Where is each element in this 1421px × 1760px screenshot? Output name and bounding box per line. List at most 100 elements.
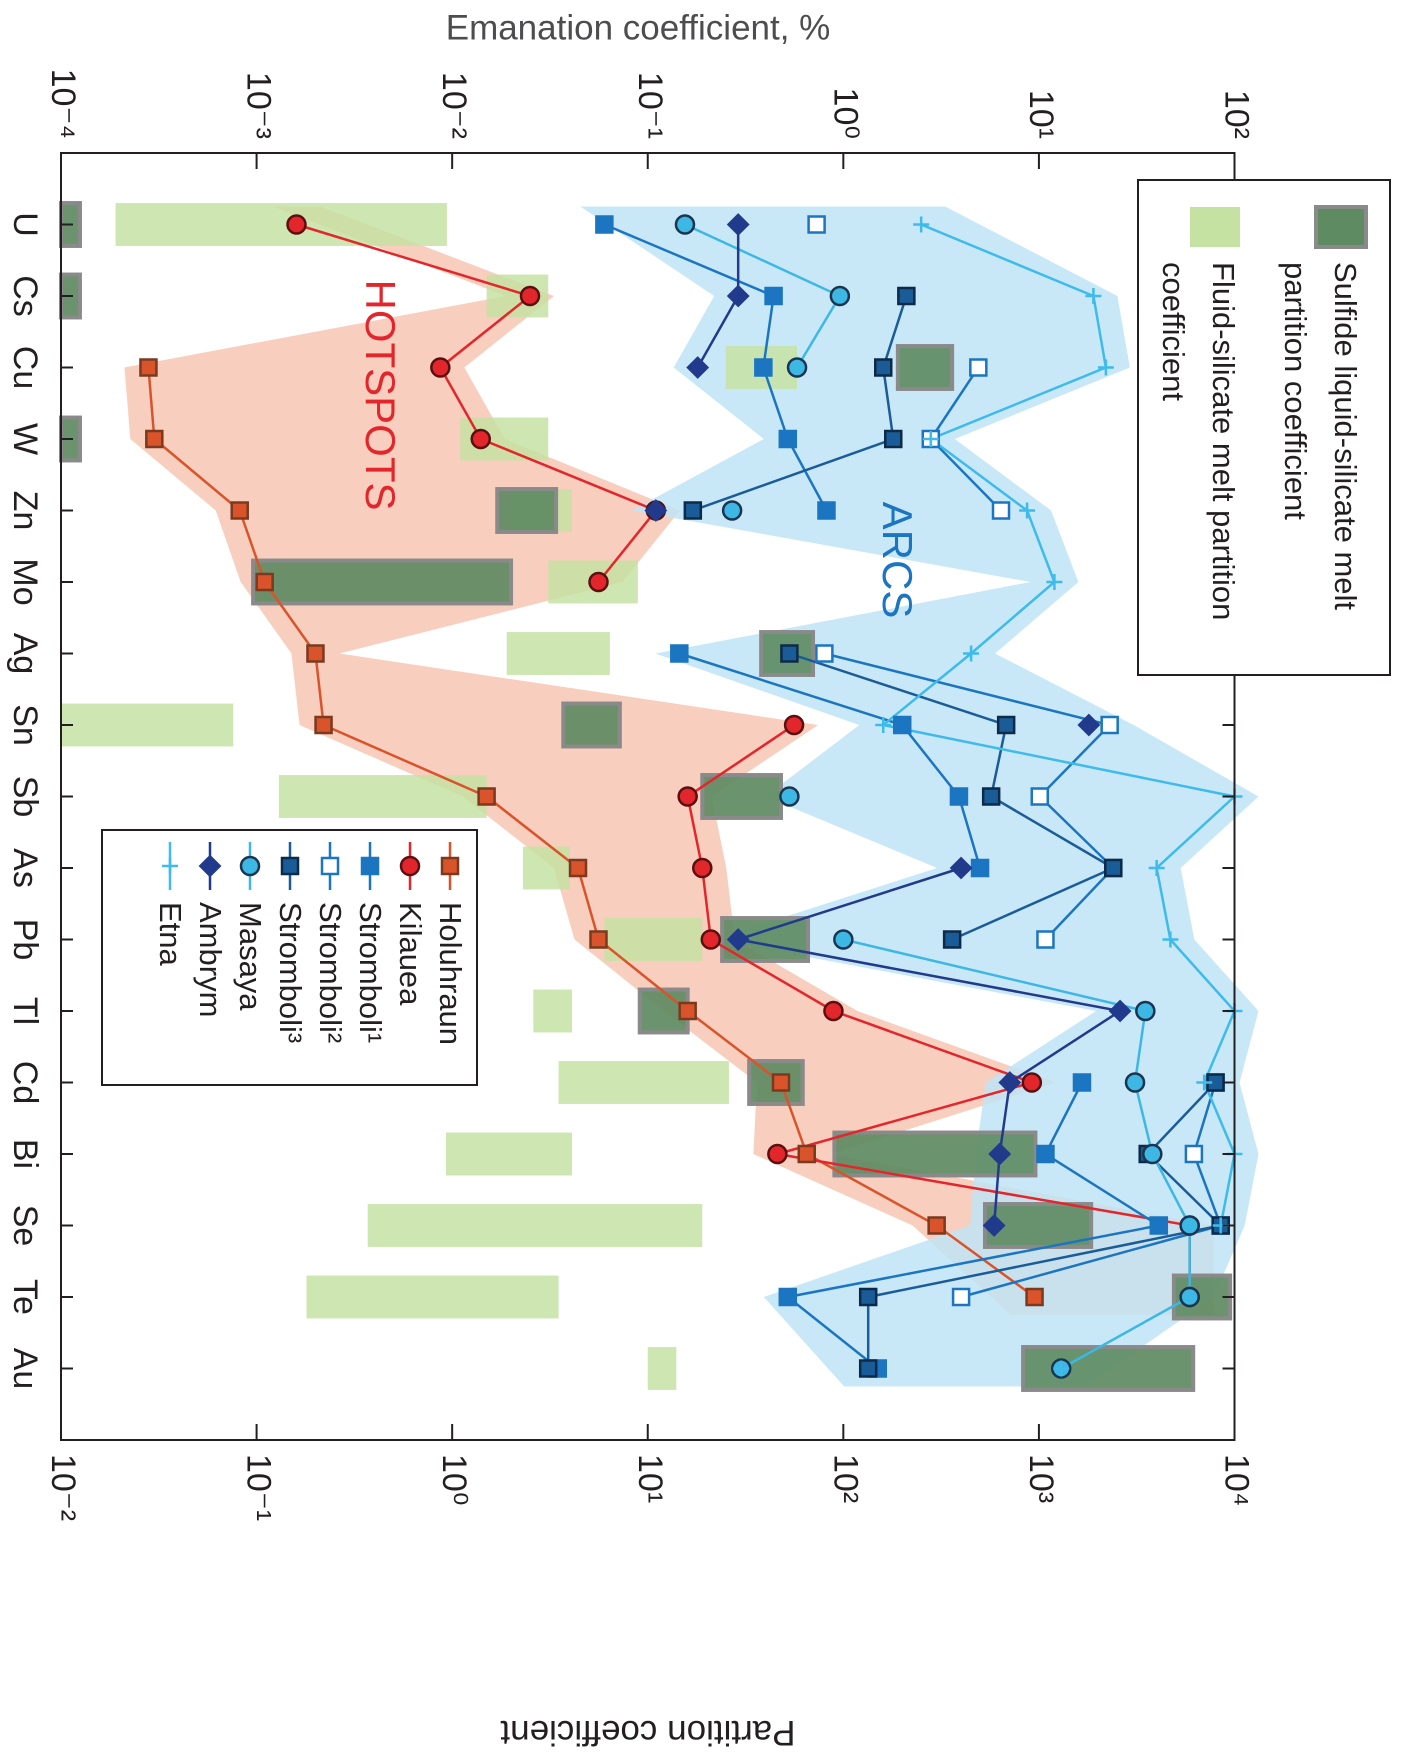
marker bbox=[1184, 1144, 1204, 1164]
marker bbox=[1097, 359, 1114, 376]
marker bbox=[998, 1071, 1022, 1094]
marker bbox=[1025, 1287, 1044, 1307]
legend-label: Holuhraun bbox=[433, 902, 468, 1045]
partition-bar bbox=[895, 344, 955, 391]
y-tick-label: 10² bbox=[1218, 90, 1256, 139]
legend-swatch bbox=[1314, 205, 1368, 249]
marker bbox=[1108, 999, 1132, 1023]
marker bbox=[670, 644, 689, 663]
marker bbox=[858, 1287, 878, 1307]
marker bbox=[875, 717, 892, 733]
marker bbox=[726, 928, 750, 951]
series-line bbox=[147, 367, 1036, 1299]
y-tick-label: 10⁻³ bbox=[240, 72, 278, 139]
legend-label: Ambrym bbox=[193, 902, 228, 1017]
marker bbox=[783, 714, 805, 736]
marker bbox=[767, 1143, 788, 1165]
x-tick-label: Sb bbox=[6, 776, 44, 818]
partition-bar bbox=[604, 918, 703, 961]
legend-marker bbox=[162, 858, 178, 874]
marker bbox=[1053, 1360, 1070, 1377]
marker bbox=[1036, 1144, 1055, 1164]
marker bbox=[897, 286, 916, 306]
marker bbox=[815, 644, 834, 663]
partition-bar bbox=[647, 1347, 677, 1390]
marker bbox=[1030, 787, 1050, 806]
marker bbox=[595, 215, 614, 234]
marker bbox=[949, 856, 973, 880]
x-tick-label: Mo bbox=[6, 558, 44, 605]
marker bbox=[430, 357, 451, 378]
legend-marker bbox=[320, 856, 340, 876]
marker bbox=[1179, 1286, 1200, 1308]
partition-bar bbox=[486, 274, 549, 318]
y2-axis-title: Partition coefficient bbox=[500, 1713, 795, 1752]
marker bbox=[686, 356, 710, 379]
marker bbox=[1077, 713, 1101, 737]
legend-marker bbox=[280, 856, 300, 876]
marker bbox=[970, 858, 990, 878]
marker bbox=[1085, 288, 1102, 304]
legend-marker bbox=[239, 855, 261, 877]
marker bbox=[683, 501, 703, 520]
x-tick-label: Cu bbox=[6, 346, 44, 389]
x-tick-label: Zn bbox=[6, 491, 44, 531]
x-tick-label: Bi bbox=[6, 1139, 44, 1169]
x-tick-label: As bbox=[6, 848, 44, 888]
legend-label: Stromboli¹ bbox=[353, 902, 388, 1043]
marker bbox=[988, 1142, 1012, 1166]
y-tick-label: 10⁻¹ bbox=[631, 72, 669, 139]
marker bbox=[1046, 574, 1063, 590]
partition-bar bbox=[460, 417, 549, 461]
x-tick-label: Au bbox=[6, 1348, 44, 1390]
partition-bar bbox=[561, 701, 622, 749]
marker bbox=[779, 786, 800, 807]
legend-marker bbox=[399, 855, 421, 877]
y-tick-label: 10⁻² bbox=[435, 72, 473, 139]
marker bbox=[726, 213, 750, 236]
partition-bar bbox=[446, 1132, 573, 1176]
marker bbox=[797, 1144, 816, 1164]
marker bbox=[1149, 1216, 1169, 1235]
marker bbox=[833, 929, 854, 950]
marker bbox=[884, 429, 903, 449]
legend-marker bbox=[198, 854, 222, 878]
marker bbox=[477, 787, 496, 806]
legend-label: Stromboli³ bbox=[273, 902, 308, 1043]
chart-frame: Emanation coefficient, % Partition coeff… bbox=[6, 8, 1391, 1752]
partition-bar bbox=[278, 775, 487, 818]
partition-bar bbox=[61, 703, 234, 747]
marker bbox=[981, 787, 1001, 806]
x-tick-label: Tl bbox=[6, 997, 44, 1025]
legend-label: Etna bbox=[153, 902, 188, 967]
marker bbox=[829, 285, 851, 307]
partition-bar bbox=[251, 558, 514, 606]
marker bbox=[1104, 858, 1123, 878]
legend-label: Stromboli² bbox=[313, 902, 348, 1043]
partition-bar bbox=[115, 203, 447, 246]
region-label: ARCS bbox=[874, 502, 921, 619]
marker bbox=[922, 431, 939, 447]
y2-tick-label: 10⁻¹ bbox=[240, 1454, 278, 1521]
x-tick-label: Sn bbox=[6, 704, 44, 746]
y-axis-title: Emanation coefficient, % bbox=[446, 8, 831, 47]
marker bbox=[230, 501, 249, 520]
marker bbox=[778, 429, 798, 449]
y2-tick-label: 10² bbox=[826, 1454, 864, 1503]
partition-bar bbox=[720, 916, 811, 963]
marker bbox=[754, 358, 773, 377]
marker bbox=[817, 501, 836, 520]
x-tick-label: Pb bbox=[6, 919, 44, 961]
marker bbox=[913, 216, 930, 233]
marker bbox=[942, 930, 962, 949]
marker bbox=[1196, 1074, 1213, 1091]
x-tick-label: Cs bbox=[6, 275, 44, 317]
marker bbox=[892, 715, 912, 735]
y-tick-label: 10⁻⁴ bbox=[44, 69, 82, 139]
legend-label: Sulfide liquid-silicate melt partition c… bbox=[1278, 262, 1363, 619]
legend-swatch bbox=[1190, 207, 1240, 247]
marker bbox=[949, 787, 969, 806]
